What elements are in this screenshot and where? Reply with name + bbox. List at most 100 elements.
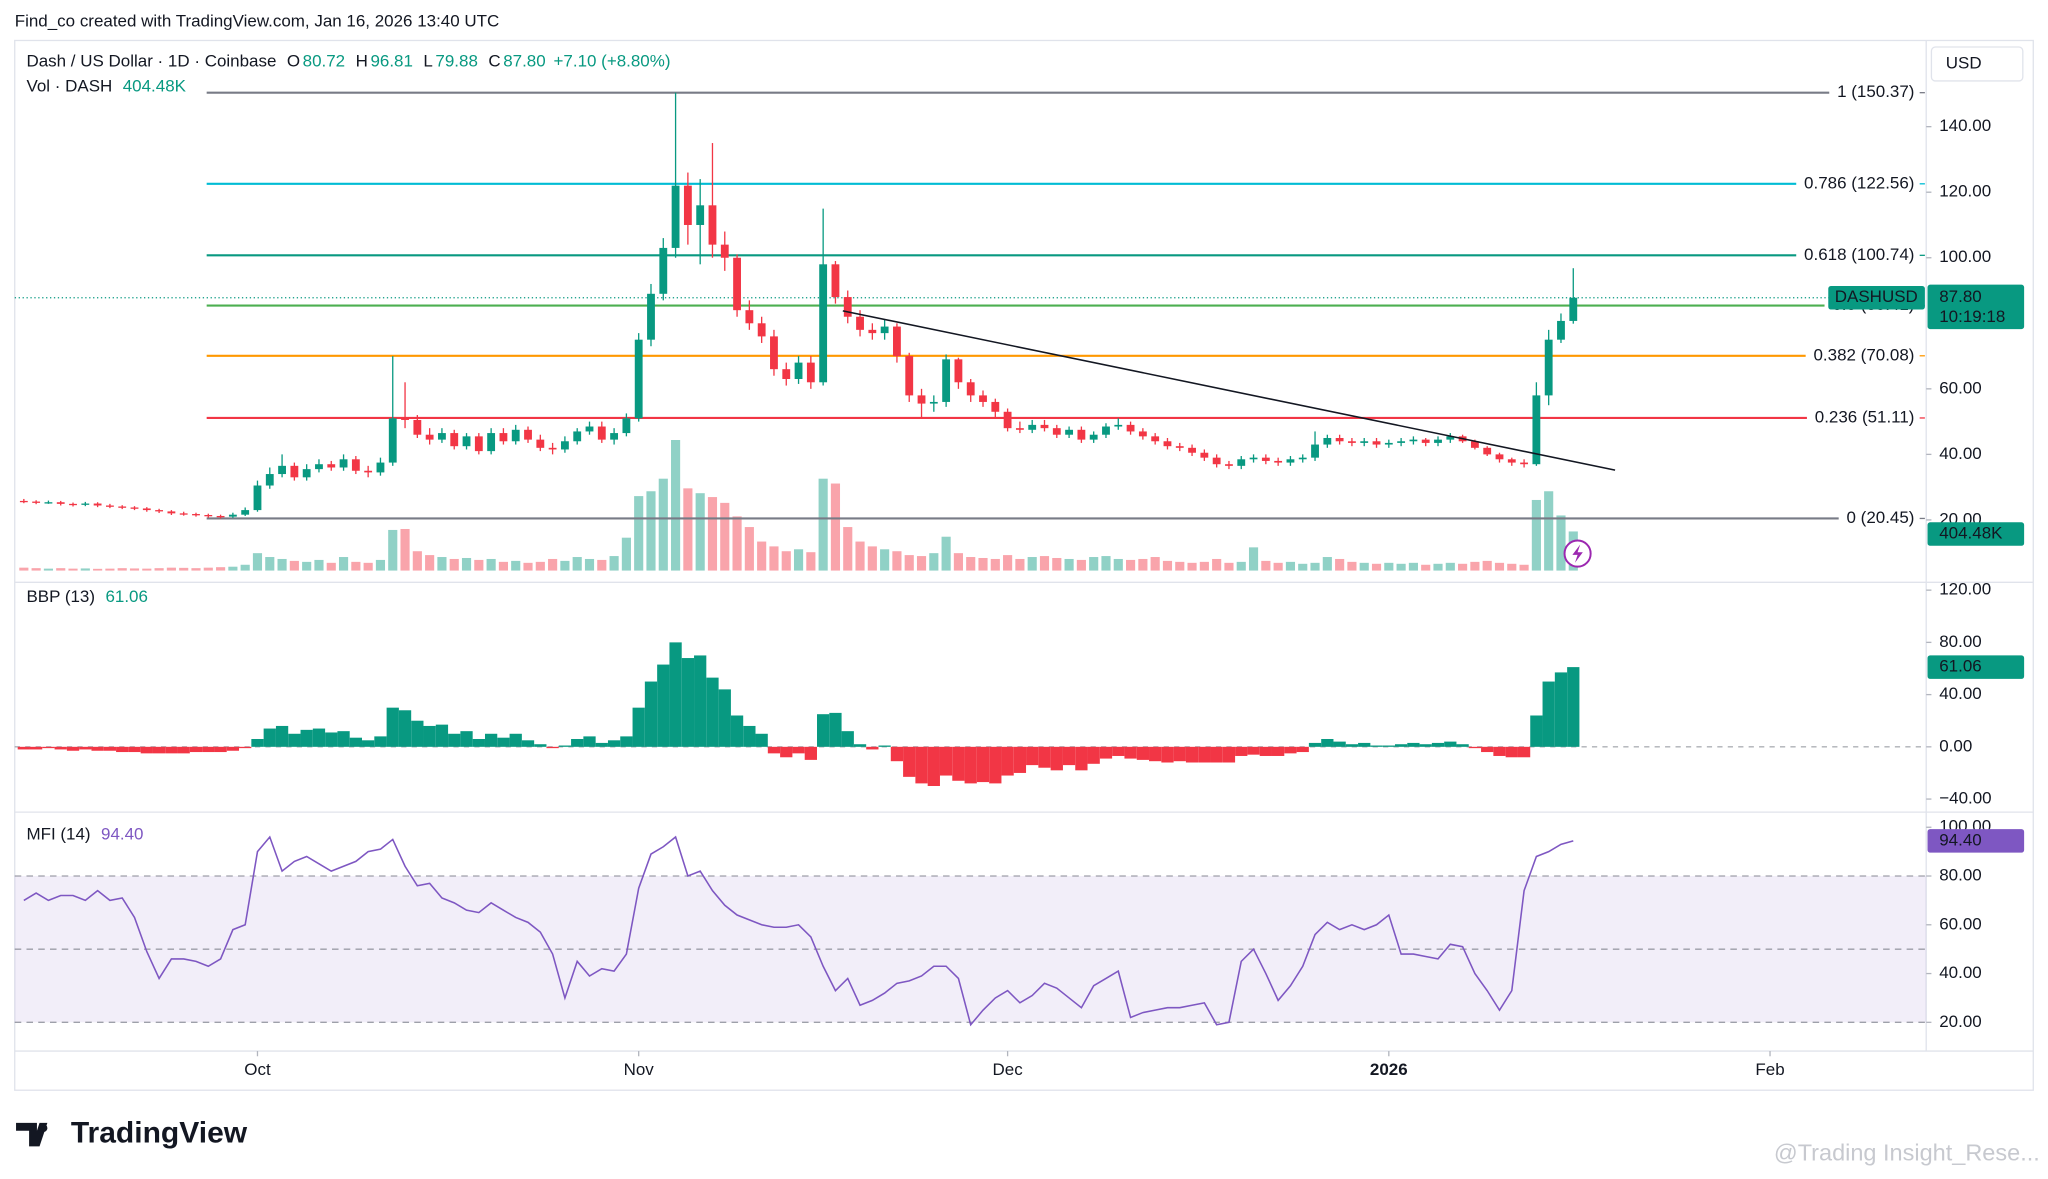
symbol-tag-bg <box>1828 285 1925 310</box>
volume-bar <box>1089 557 1099 571</box>
candle-body <box>1163 441 1172 447</box>
volume-bar <box>1273 562 1283 571</box>
y-tick-label: 60.00 <box>1939 914 1981 933</box>
volume-bar <box>1531 499 1541 571</box>
candle-body <box>1434 439 1442 443</box>
x-tick-label: Oct <box>244 1060 271 1079</box>
y-tick-label: 80.00 <box>1939 866 1981 885</box>
candle-body <box>770 336 778 370</box>
volume-bar <box>880 549 890 571</box>
volume-bar <box>1224 562 1234 571</box>
volume-bar <box>1433 563 1443 571</box>
volume-bar <box>941 536 951 571</box>
candle-body <box>339 459 348 468</box>
volume-bar <box>277 558 287 571</box>
candle-body <box>364 470 373 473</box>
volume-value: 404.48K <box>123 77 187 96</box>
bbp-bar <box>1444 741 1457 747</box>
candle-body <box>585 426 594 432</box>
bbp-bar <box>398 710 412 747</box>
volume-bar <box>1482 560 1492 571</box>
bbp-bar <box>718 689 731 747</box>
volume-bar <box>867 546 877 571</box>
volume-bar <box>1175 561 1185 571</box>
candle-body <box>1151 436 1160 442</box>
bbp-bar <box>964 746 977 784</box>
candle-body <box>536 439 545 448</box>
volume-bar <box>1236 561 1246 571</box>
candle-body <box>1102 426 1110 435</box>
candle-body <box>204 515 213 517</box>
candle-body <box>880 326 889 334</box>
candle-body <box>56 502 65 504</box>
bbp-bar <box>214 746 227 753</box>
bbp-bar <box>1222 746 1236 763</box>
candle-body <box>1188 447 1196 453</box>
candle-body <box>105 505 114 507</box>
candle-body <box>1212 457 1221 465</box>
volume-bar <box>1445 562 1455 571</box>
candle-body <box>499 433 508 442</box>
volume-bar <box>1470 561 1480 571</box>
bbp-bar <box>1198 746 1211 763</box>
symbol-legend: Dash / US Dollar · 1D · Coinbase O 80.72 H 9… <box>26 52 670 71</box>
bbp-bar <box>669 642 682 747</box>
volume-bar <box>1076 559 1086 571</box>
bbp-bar <box>1481 746 1494 753</box>
y-tick-label: 60.00 <box>1939 378 1981 397</box>
candle-body <box>647 293 655 340</box>
currency-button[interactable] <box>1930 46 2024 82</box>
candle-body <box>954 359 963 383</box>
volume-bar <box>142 568 152 571</box>
candle-body <box>241 510 250 515</box>
candle-body <box>1274 460 1283 463</box>
volume-bar <box>240 564 250 571</box>
bbp-bar <box>1050 746 1063 771</box>
candle-body <box>1348 441 1356 443</box>
candle-body <box>1544 339 1553 396</box>
volume-tag-bg <box>1927 522 2025 546</box>
volume-bar <box>412 551 422 571</box>
bbp-bar <box>1001 746 1014 776</box>
bbp-bar <box>558 745 572 747</box>
candle-body <box>253 485 262 511</box>
y-tick-label: 140.00 <box>1939 116 1991 135</box>
candle-body <box>351 459 360 471</box>
y-tick-label: 0.00 <box>1939 736 1972 755</box>
candle-body <box>302 469 311 478</box>
candle-body <box>1126 424 1135 432</box>
bbp-bar <box>239 746 252 749</box>
bbp-bar <box>915 746 928 784</box>
bbp-bar <box>657 664 670 747</box>
currency[interactable]: USD <box>1946 53 1982 72</box>
bbp-bar <box>202 746 215 753</box>
volume-bar <box>953 553 963 571</box>
bbp-bar <box>1062 746 1076 766</box>
bbp-bar <box>288 733 301 747</box>
volume-bar <box>1003 555 1013 571</box>
bbp-bar <box>1358 742 1371 747</box>
alert-bolt <box>1572 544 1583 563</box>
volume-bar <box>68 568 78 571</box>
candle-body <box>524 429 532 440</box>
volume-bar <box>1396 563 1406 571</box>
candle-body <box>856 316 864 330</box>
bbp-bar <box>325 732 338 747</box>
volume-bar <box>1494 562 1505 571</box>
bbp-legend: BBP (13) 61.06 <box>26 587 147 606</box>
volume-bar <box>1138 558 1148 571</box>
bbp-bar <box>128 746 141 753</box>
symbol: Dash / US Dollar · 1D · Coinbase <box>26 52 276 71</box>
bbp-bar <box>939 746 953 776</box>
watermark: @Trading Insight_Rese... <box>1774 1139 2040 1165</box>
candle-body <box>1495 454 1504 460</box>
bbp-bar <box>1308 742 1322 747</box>
bbp-bar <box>780 746 793 758</box>
bbp-bar <box>103 746 117 751</box>
volume-bar <box>1150 557 1160 571</box>
candle-body <box>1384 442 1393 445</box>
bbp-bar <box>54 746 67 750</box>
volume-bar <box>990 558 1000 571</box>
volume-bar <box>720 502 730 571</box>
candle-body <box>1175 446 1184 448</box>
